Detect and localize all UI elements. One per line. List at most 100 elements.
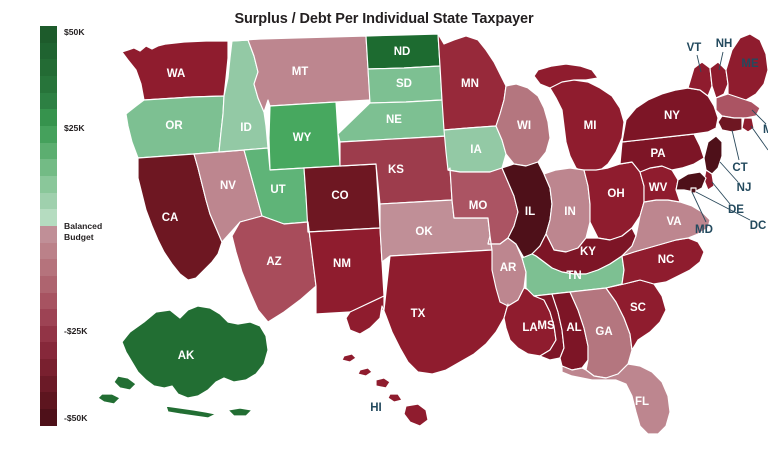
legend-step-11 [40,209,57,226]
state-label-LA: LA [522,322,537,334]
legend-label-balanced: Balanced Budget [64,221,103,242]
legend-label-top: $50K [64,27,85,37]
state-label-IA: IA [470,144,482,156]
state-label-DE: DE [728,204,744,216]
state-NH[interactable] [709,61,729,99]
leader-line-nh [718,51,724,71]
leader-line-nj [719,161,739,183]
leader-line-de [711,181,731,205]
state-OH[interactable] [583,161,645,241]
state-label-OH: OH [607,188,624,200]
state-label-OK: OK [415,226,433,238]
state-label-ID: ID [240,122,252,134]
state-label-MA: MA [763,124,768,136]
state-label-NE: NE [386,114,402,126]
state-label-NJ: NJ [737,182,752,194]
legend-step-17 [40,309,57,326]
state-AZ[interactable] [231,215,317,323]
state-label-ME: ME [741,58,759,70]
page-title: Surplus / Debt Per Individual State Taxp… [234,11,534,27]
legend: $50K $25K Balanced Budget -$25K -$50K [40,26,160,426]
legend-step-4 [40,92,57,110]
state-NJ[interactable] [703,135,723,175]
legend-step-15 [40,275,57,293]
legend-step-5 [40,109,57,126]
legend-step-3 [40,75,57,93]
state-label-WV: WV [649,182,668,194]
state-FL[interactable] [561,363,671,435]
legend-step-19 [40,342,57,360]
state-CT[interactable] [717,115,743,133]
state-label-TN: TN [566,270,581,282]
state-label-DC: DC [750,220,767,232]
state-MI[interactable] [533,63,625,175]
state-label-SC: SC [630,302,646,314]
legend-step-10 [40,192,57,210]
state-label-CA: CA [162,212,179,224]
legend-step-1 [40,42,57,60]
leader-line-dc [695,191,751,221]
leader-lines [691,51,768,223]
state-label-MN: MN [461,78,479,90]
state-label-AL: AL [566,322,581,334]
state-label-NY: NY [664,110,680,122]
state-label-CO: CO [331,190,348,202]
state-DC[interactable] [690,187,697,194]
legend-step-6 [40,125,57,143]
leader-line-ct [731,129,740,161]
state-MD[interactable] [675,171,707,193]
state-TX[interactable] [345,249,509,375]
state-label-KY: KY [580,246,596,258]
state-WA[interactable] [121,40,229,101]
legend-step-21 [40,375,57,393]
legend-step-0 [40,26,57,43]
state-label-TX: TX [411,308,426,320]
state-label-IN: IN [564,206,576,218]
legend-step-14 [40,259,57,276]
state-label-AK: AK [178,350,195,362]
state-label-NM: NM [333,258,351,270]
state-label-MD: MD [695,224,713,236]
state-AK[interactable] [97,305,269,419]
leader-line-ma [751,109,767,125]
state-label-NC: NC [658,254,675,266]
state-label-WI: WI [517,120,531,132]
state-label-IL: IL [525,206,535,218]
state-label-AZ: AZ [266,256,281,268]
state-label-VA: VA [666,216,681,228]
legend-label-lower-mid: -$25K [64,326,88,336]
legend-label-bottom: -$50K [64,413,88,423]
state-label-GA: GA [595,326,612,338]
us-choropleth-map: WA OR CA NV ID MT WY UT AZ CO NM ND SD N… [88,22,768,442]
state-label-PA: PA [650,148,665,160]
legend-step-12 [40,225,57,243]
state-label-SD: SD [396,78,412,90]
legend-step-8 [40,159,57,176]
state-label-MS: MS [537,320,555,332]
state-label-NH: NH [716,38,733,50]
state-label-KS: KS [388,164,404,176]
legend-step-2 [40,59,57,76]
state-label-MI: MI [584,120,597,132]
legend-step-23 [40,409,57,426]
state-label-WY: WY [293,132,312,144]
legend-label-upper-mid: $25K [64,123,85,133]
leader-line-ri [750,125,768,151]
state-label-MT: MT [292,66,309,78]
state-label-CT: CT [732,162,747,174]
state-MA[interactable] [715,93,761,119]
state-HI[interactable] [341,353,429,427]
state-label-AR: AR [500,262,517,274]
state-label-WA: WA [167,68,186,80]
state-label-FL: FL [635,396,649,408]
leader-line-vt [696,54,702,73]
legend-step-13 [40,242,57,260]
state-RI[interactable] [741,117,755,133]
state-label-HI: HI [370,402,382,414]
legend-step-9 [40,175,57,193]
state-label-OR: OR [165,120,183,132]
legend-step-7 [40,142,57,160]
legend-step-16 [40,292,57,310]
legend-step-18 [40,325,57,343]
